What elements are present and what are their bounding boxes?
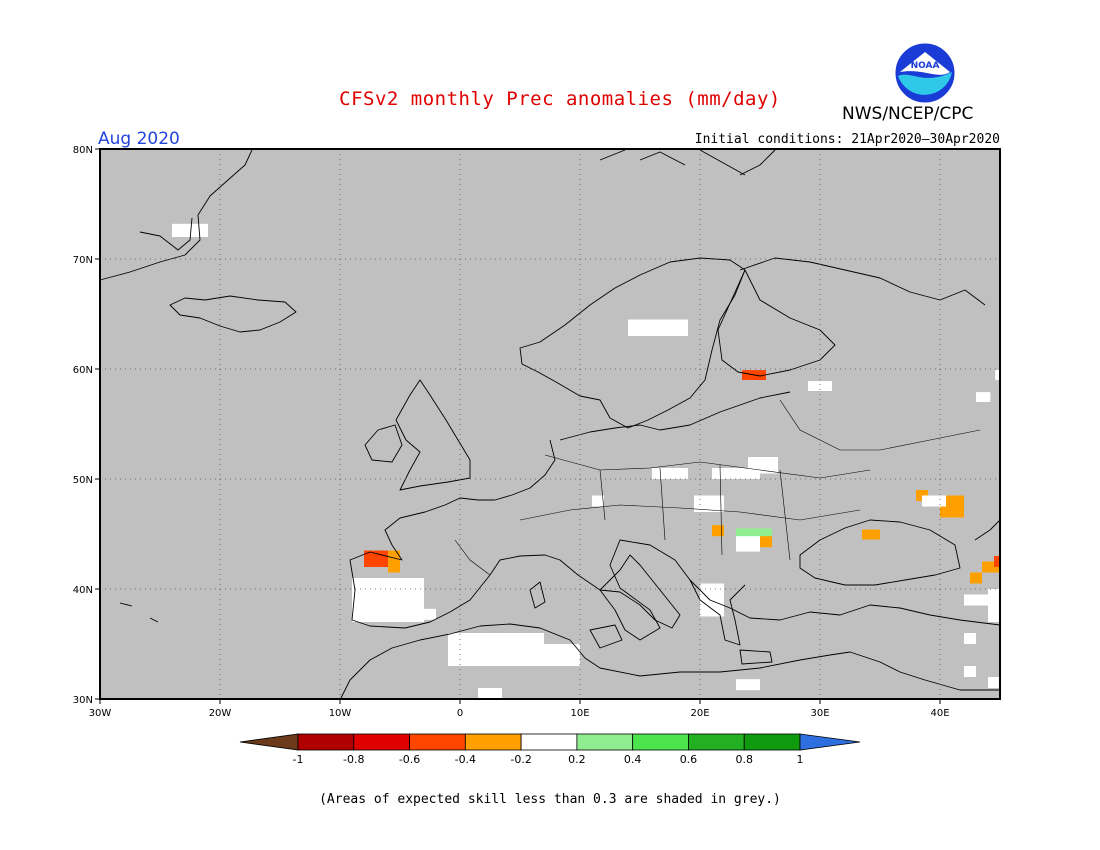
- anomaly-cell-neutral: [736, 536, 760, 552]
- anomaly-cell-orange: [862, 529, 880, 540]
- anomaly-cell-neutral: [628, 319, 688, 336]
- lon-tick-label: 30W: [89, 708, 112, 719]
- anomaly-cell-orange: [388, 550, 400, 573]
- noaa-logo: NOAA: [894, 42, 956, 104]
- anomaly-cell-neutral: [736, 679, 760, 691]
- colorbar-label: 0.8: [735, 753, 753, 766]
- svg-text:NOAA: NOAA: [911, 61, 940, 71]
- colorbar-label: -0.6: [399, 753, 420, 766]
- anomaly-cell-neutral: [700, 583, 724, 617]
- anomaly-cell-orange: [970, 572, 982, 584]
- lon-tick-label: 10E: [570, 708, 589, 719]
- anomaly-cell-neutral: [544, 644, 580, 666]
- colorbar-segment: [520, 733, 578, 751]
- lon-tick-label: 30E: [810, 708, 829, 719]
- anomaly-cell-neutral: [448, 633, 544, 666]
- coastlines: [99, 149, 1001, 701]
- lon-tick-label: 40E: [930, 708, 949, 719]
- anomaly-cell-neutral: [478, 688, 502, 699]
- anomaly-cell-neutral: [964, 594, 988, 606]
- colorbar-label: 0.2: [568, 753, 586, 766]
- anomaly-cell-neutral: [412, 608, 436, 620]
- map-title: CFSv2 monthly Prec anomalies (mm/day): [339, 88, 781, 110]
- lat-tick-label: 40N: [73, 585, 93, 596]
- colorbar-label: 1: [797, 753, 804, 766]
- anomaly-cell-neutral: [995, 370, 1002, 380]
- colorbar-segment: [632, 733, 689, 751]
- anomaly-cell-neutral: [694, 495, 724, 512]
- anomaly-cell-neutral: [712, 468, 760, 479]
- colorbar-arrow-right: [799, 733, 861, 751]
- lon-tick-label: 20E: [690, 708, 709, 719]
- anomaly-cell-neutral: [964, 666, 976, 677]
- lat-tick-label: 80N: [73, 145, 93, 156]
- anomaly-cell-neutral: [964, 633, 976, 644]
- lat-tick-label: 30N: [73, 695, 93, 706]
- colorbar-segment: [743, 733, 801, 751]
- colorbar: -1 -0.8 -0.6 -0.4 -0.2 0.2 0.4 0.6 0.8 1: [239, 733, 861, 766]
- colorbar-segment: [409, 733, 466, 751]
- anomaly-cell-neutral: [652, 468, 688, 479]
- anomaly-cell-neutral: [808, 381, 832, 391]
- anomaly-cell-orange: [712, 525, 724, 537]
- colorbar-arrow-left: [239, 733, 299, 751]
- anomaly-cell-neutral: [976, 392, 991, 402]
- lat-tick-label: 70N: [73, 255, 93, 266]
- anomaly-cell-neutral: [922, 495, 946, 507]
- anomaly-cell-orange: [760, 536, 772, 548]
- anomaly-cell-neutral: [592, 495, 604, 507]
- anomaly-cell-neutral: [748, 457, 778, 474]
- anomaly-cell-orange: [982, 561, 1000, 573]
- colorbar-segment: [353, 733, 410, 751]
- footnote: (Areas of expected skill less than 0.3 a…: [319, 792, 781, 807]
- colorbar-label: -0.8: [343, 753, 364, 766]
- colorbar-segment: [576, 733, 634, 751]
- anomaly-cell-neutral: [172, 223, 208, 237]
- colorbar-segment: [464, 733, 522, 751]
- colorbar-label: -0.2: [510, 753, 531, 766]
- lon-tick-label: 10W: [329, 708, 352, 719]
- colorbar-label: -0.4: [455, 753, 476, 766]
- colorbar-segment: [297, 733, 355, 751]
- colorbar-label: 0.6: [680, 753, 698, 766]
- anomaly-cell-neutral: [988, 677, 1000, 688]
- map-frame-border: [99, 148, 1001, 700]
- colorbar-label: 0.4: [624, 753, 642, 766]
- initial-conditions: Initial conditions: 21Apr2020–30Apr2020: [694, 132, 1000, 147]
- lon-tick-label: 20W: [209, 708, 232, 719]
- month-label: Aug 2020: [98, 129, 180, 149]
- anomaly-cell-light-green: [736, 528, 772, 540]
- anomaly-cell-neutral: [988, 589, 1000, 622]
- anomaly-cell-red: [994, 556, 1000, 567]
- lat-tick-label: 60N: [73, 365, 93, 376]
- lat-tick-label: 50N: [73, 475, 93, 486]
- map-area: [100, 149, 1000, 699]
- graticule: [100, 149, 1000, 699]
- lon-tick-label: 0: [457, 708, 463, 719]
- agency-label: NWS/NCEP/CPC: [842, 104, 974, 124]
- colorbar-label: -1: [293, 753, 304, 766]
- country-borders: [454, 399, 981, 576]
- colorbar-segment: [688, 733, 745, 751]
